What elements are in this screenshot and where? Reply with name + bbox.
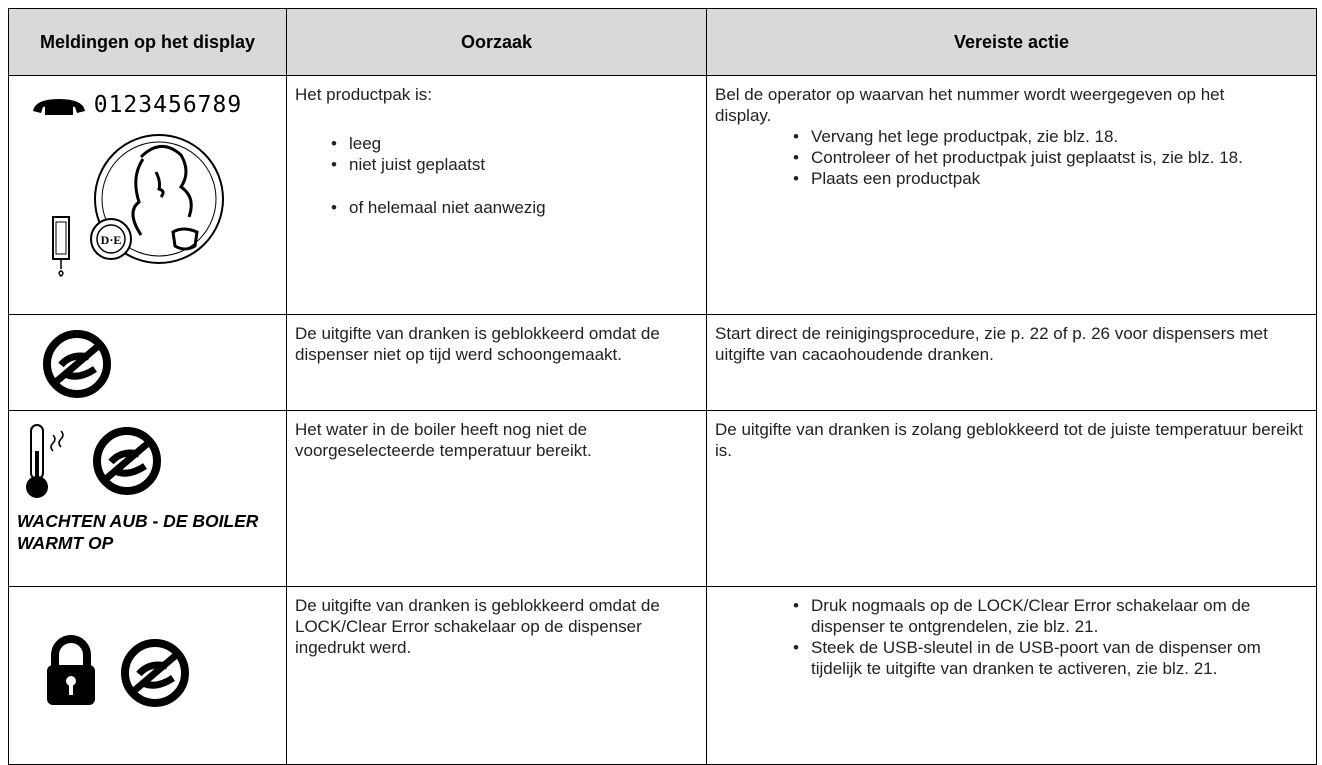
header-cell: Vereiste actie xyxy=(706,8,1317,76)
phone-icon xyxy=(33,98,85,115)
product-icon: D·E xyxy=(52,133,224,277)
action-item: Druk nogmaals op de LOCK/Clear Error sch… xyxy=(789,595,1308,637)
cause-list: leeg niet juist geplaatst of helemaal ni… xyxy=(327,133,698,218)
phone-number: 0123456789 xyxy=(93,92,243,119)
header-cell: Oorzaak xyxy=(286,8,707,76)
cause-text: Het productpak is: xyxy=(295,85,433,104)
cause-cell: Het productpak is: leeg niet juist gepla… xyxy=(286,75,707,315)
action-list: Druk nogmaals op de LOCK/Clear Error sch… xyxy=(789,595,1308,679)
header-row: Meldingen op het display Oorzaak Vereist… xyxy=(8,8,1317,76)
display-caption: WACHTEN AUB - DE BOILER WARMT OP xyxy=(17,511,259,553)
action-cell: De uitgifte van dranken is zolang geblok… xyxy=(706,410,1317,587)
row: WACHTEN AUB - DE BOILER WARMT OP Het wat… xyxy=(8,410,1317,587)
action-cell: Bel de operator op waarvan het nummer wo… xyxy=(706,75,1317,315)
action-item: Controleer of het productpak juist gepla… xyxy=(789,147,1306,168)
action-item: Plaats een productpak xyxy=(789,168,1306,189)
cause-cell: De uitgifte van dranken is geblokkeerd o… xyxy=(286,586,707,765)
action-list: Vervang het lege productpak, zie blz. 18… xyxy=(789,126,1306,189)
phone-line: 0123456789 xyxy=(31,94,278,117)
cause-cell: De uitgifte van dranken is geblokkeerd o… xyxy=(286,314,707,411)
row: 0123456789 D·E Het productpak is: leeg n… xyxy=(8,75,1317,315)
action-text: Bel de operator op waarvan het nummer wo… xyxy=(715,85,1225,125)
cause-cell: Het water in de boiler heeft nog niet de… xyxy=(286,410,707,587)
header-cell: Meldingen op het display xyxy=(8,8,287,76)
action-cell: Druk nogmaals op de LOCK/Clear Error sch… xyxy=(706,586,1317,765)
cause-item: leeg xyxy=(327,133,698,154)
action-cell: Start direct de reinigingsprocedure, zie… xyxy=(706,314,1317,411)
display-cell xyxy=(8,314,287,411)
error-table: Meldingen op het display Oorzaak Vereist… xyxy=(8,8,1317,765)
svg-text:D·E: D·E xyxy=(101,233,122,247)
cause-item: of helemaal niet aanwezig xyxy=(327,197,698,218)
display-cell: 0123456789 D·E xyxy=(8,75,287,315)
cause-item: niet juist geplaatst xyxy=(327,154,698,175)
row: De uitgifte van dranken is geblokkeerd o… xyxy=(8,314,1317,411)
row: De uitgifte van dranken is geblokkeerd o… xyxy=(8,586,1317,765)
heating-icons xyxy=(26,424,161,498)
lock-icons xyxy=(47,635,189,707)
display-cell: WACHTEN AUB - DE BOILER WARMT OP xyxy=(8,410,287,587)
display-cell xyxy=(8,586,287,765)
blocked-icon xyxy=(43,330,111,398)
action-item: Steek de USB-sleutel in de USB-poort van… xyxy=(789,637,1308,679)
action-item: Vervang het lege productpak, zie blz. 18… xyxy=(789,126,1306,147)
